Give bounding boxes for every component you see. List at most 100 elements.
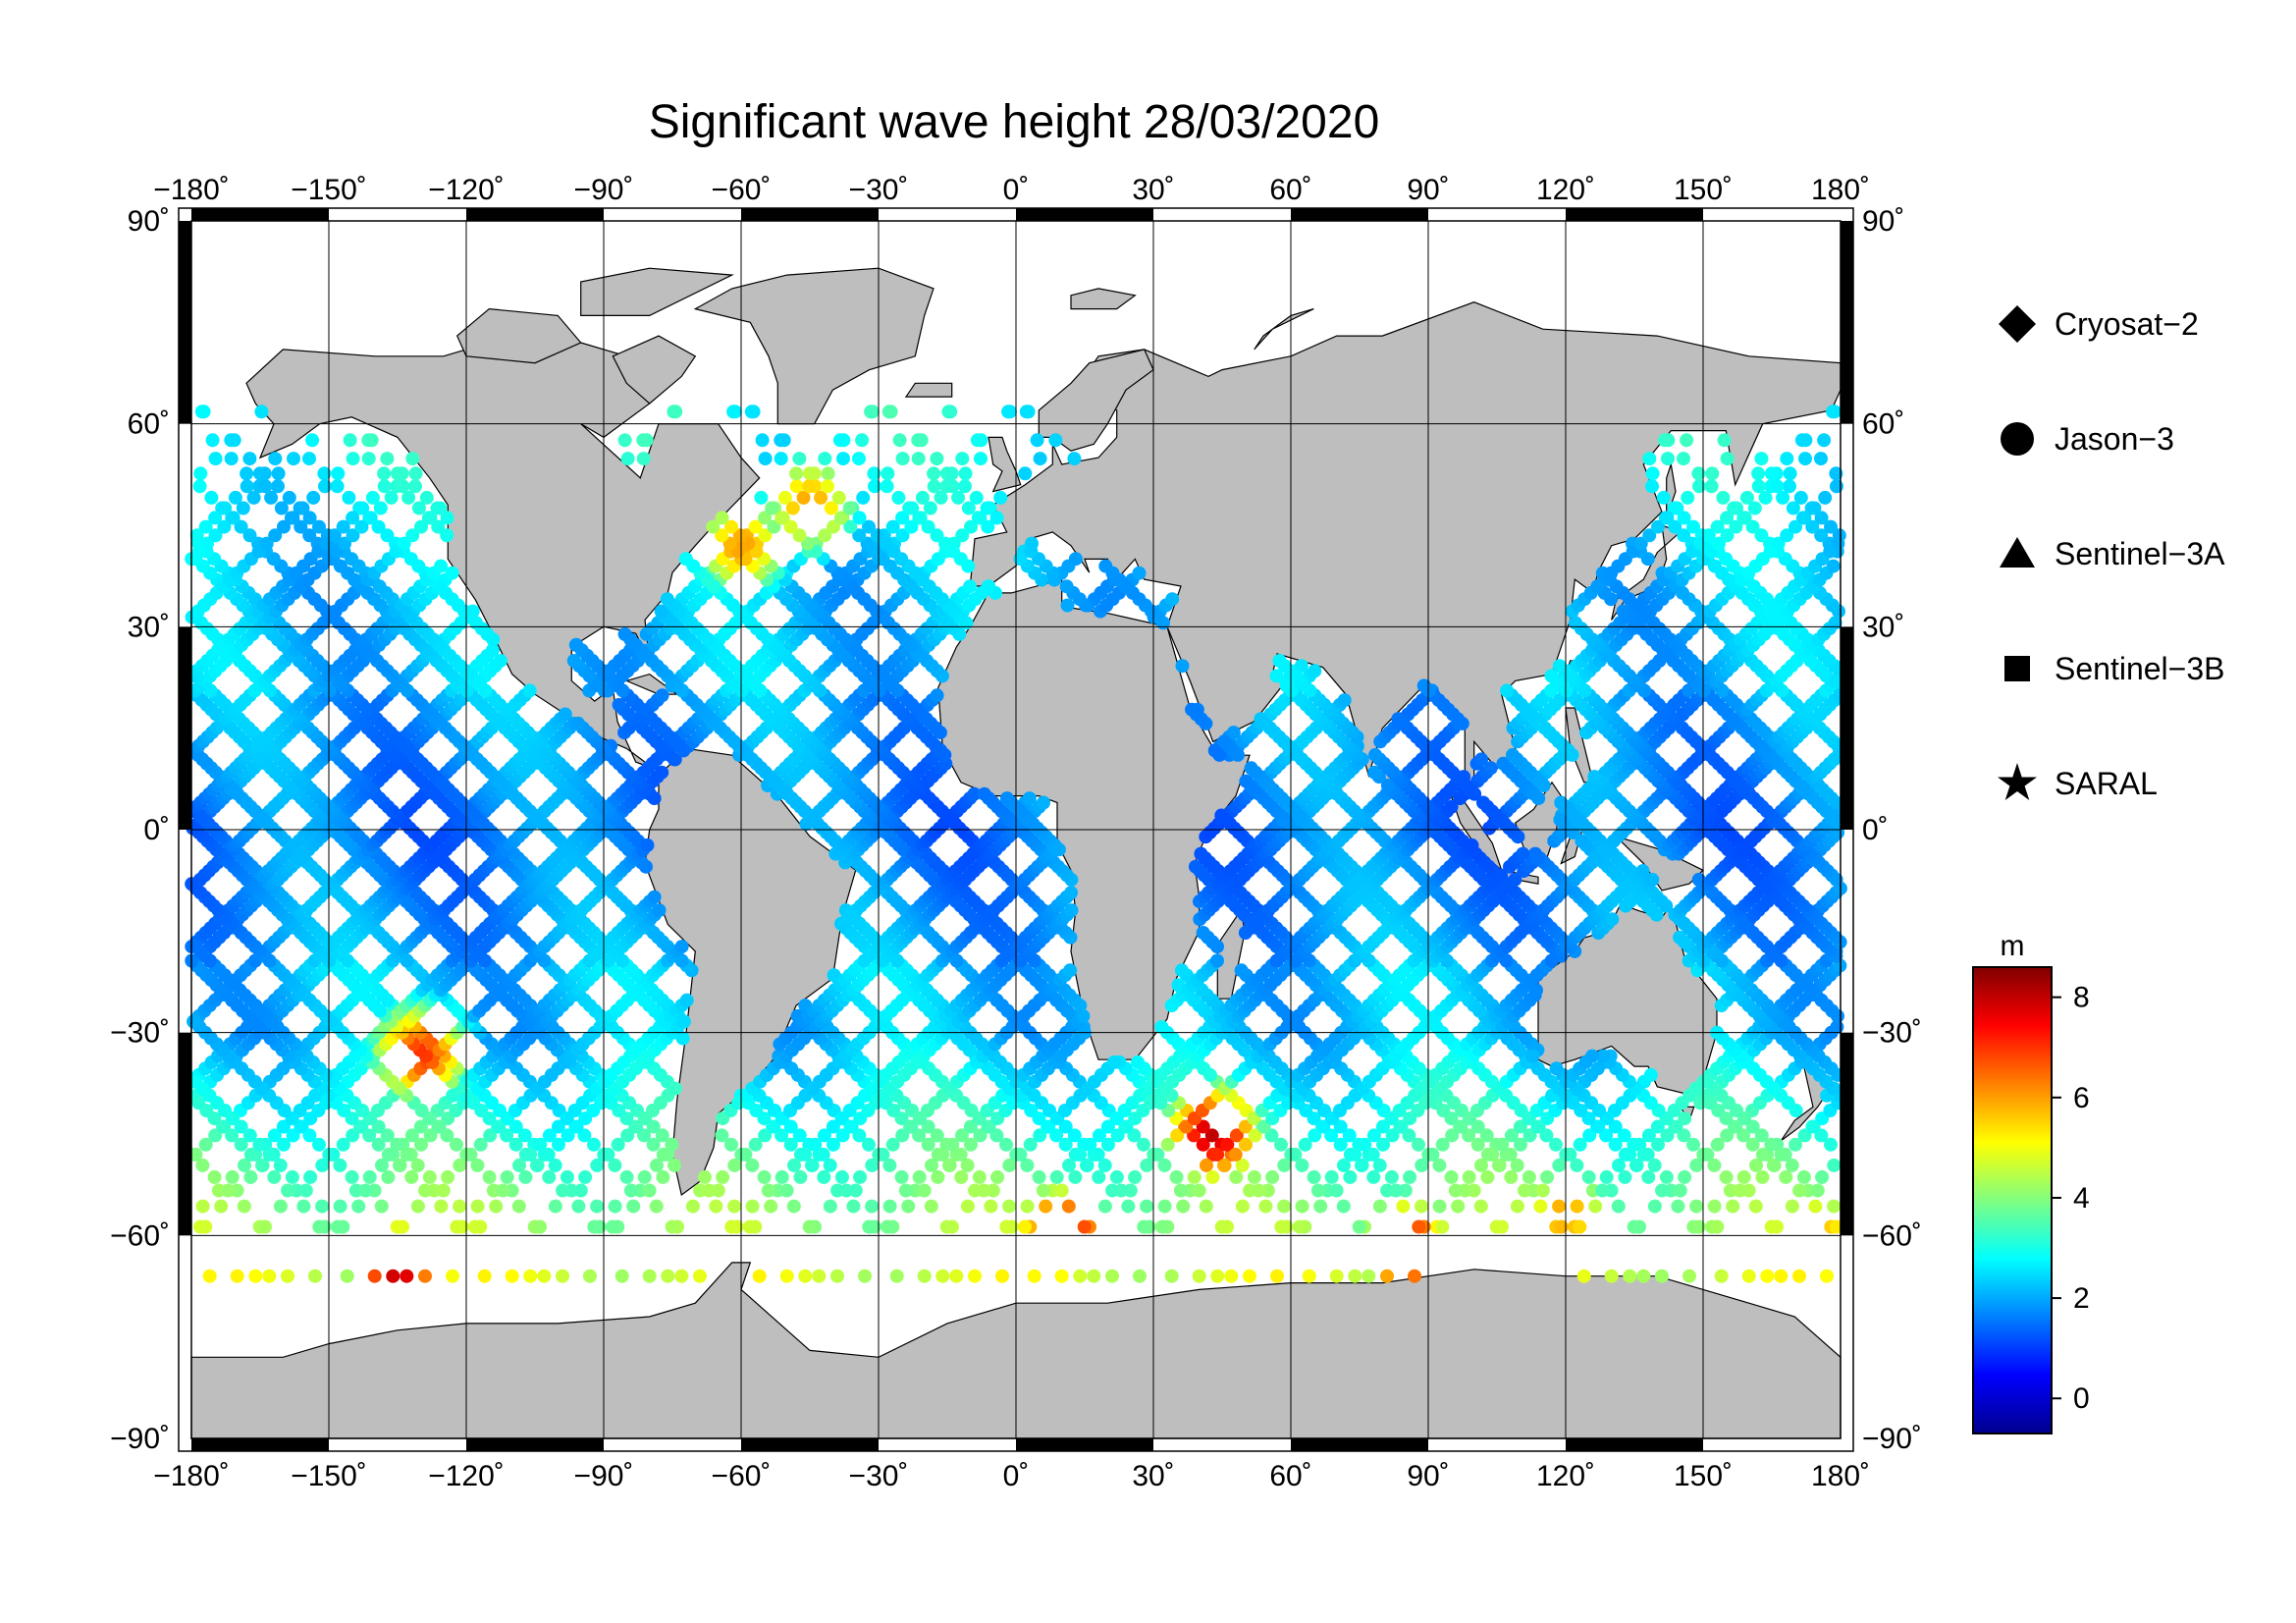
observation-point <box>1514 1137 1527 1152</box>
observation-point <box>1704 479 1719 494</box>
observation-point <box>836 452 850 466</box>
observation-point <box>1814 452 1828 466</box>
observation-point <box>789 479 804 494</box>
observation-point <box>972 1169 987 1184</box>
observation-point <box>1337 693 1352 708</box>
observation-point <box>636 452 651 466</box>
observation-point <box>1678 1169 1692 1184</box>
observation-point <box>619 1169 634 1184</box>
observation-point <box>995 1269 1009 1283</box>
land-ellesmere <box>580 267 734 316</box>
observation-point <box>1754 528 1769 543</box>
observation-point <box>1581 1169 1596 1184</box>
observation-point <box>1611 1199 1626 1214</box>
observation-point <box>807 466 822 481</box>
observation-point <box>646 1137 661 1152</box>
observation-point <box>1059 579 1074 594</box>
observation-point <box>930 688 944 703</box>
observation-point <box>805 1158 820 1172</box>
observation-point <box>912 511 927 525</box>
observation-point <box>1192 1269 1206 1283</box>
observation-point <box>931 1169 945 1184</box>
observation-point <box>1673 1183 1687 1198</box>
observation-point <box>1024 544 1039 559</box>
observation-point <box>779 1183 794 1198</box>
observation-point <box>1783 479 1796 494</box>
observation-point <box>1733 1183 1747 1198</box>
observation-point <box>727 1199 742 1214</box>
observation-point <box>655 765 669 780</box>
observation-point <box>924 1199 938 1214</box>
observation-point <box>243 1169 258 1184</box>
observation-point <box>1277 1199 1292 1214</box>
observation-point <box>930 452 944 466</box>
observation-point <box>927 466 941 481</box>
observation-point <box>485 643 500 658</box>
observation-point <box>655 1128 669 1143</box>
observation-point <box>587 1137 601 1152</box>
observation-point <box>1691 466 1706 481</box>
observation-point <box>1435 1219 1450 1234</box>
observation-point <box>715 511 729 525</box>
observation-point <box>1710 1137 1725 1152</box>
observation-point <box>889 1269 904 1283</box>
observation-point <box>1033 452 1047 466</box>
observation-point <box>419 490 434 505</box>
observation-point <box>590 1158 605 1172</box>
observation-point <box>726 405 741 419</box>
observation-point <box>1774 1269 1789 1283</box>
chart-title: Significant wave height 28/03/2020 <box>649 96 1380 148</box>
observation-point <box>271 479 285 494</box>
observation-point <box>911 452 926 466</box>
observation-point <box>330 479 345 494</box>
observation-point <box>1815 1169 1830 1184</box>
observation-point <box>802 479 817 494</box>
observation-point <box>1632 1219 1646 1234</box>
observation-point <box>999 791 1014 806</box>
observation-point <box>1131 1055 1145 1069</box>
observation-point <box>477 1269 492 1283</box>
observation-point <box>1717 433 1732 448</box>
observation-point <box>1552 1158 1567 1172</box>
observation-point <box>1018 466 1033 481</box>
observation-point <box>1244 761 1258 776</box>
observation-point <box>758 511 773 525</box>
observation-point <box>1793 490 1808 505</box>
observation-point <box>839 1183 854 1198</box>
observation-point <box>380 452 395 466</box>
observation-point <box>984 1199 998 1214</box>
observation-point <box>727 1158 742 1172</box>
observation-point <box>901 1199 916 1214</box>
observation-point <box>1210 953 1224 968</box>
observation-point <box>980 501 994 515</box>
observation-point <box>1573 1219 1587 1234</box>
observation-point <box>1655 1183 1670 1198</box>
observation-point <box>1618 1169 1632 1184</box>
observation-point <box>1636 1269 1651 1283</box>
observation-point <box>748 519 763 534</box>
observation-point <box>262 1269 277 1283</box>
observation-point <box>1745 519 1760 534</box>
observation-point <box>1651 1137 1665 1152</box>
observation-point <box>204 490 219 505</box>
observation-point <box>665 1219 679 1234</box>
observation-point <box>912 1169 927 1184</box>
observation-point <box>954 1169 969 1184</box>
observation-point <box>917 1183 932 1198</box>
observation-point <box>650 1158 664 1172</box>
observation-point <box>715 1128 729 1143</box>
observation-point <box>608 1199 622 1214</box>
observation-point <box>990 1169 1005 1184</box>
observation-point <box>711 1183 725 1198</box>
observation-point <box>852 511 867 525</box>
observation-point <box>640 838 655 852</box>
observation-point <box>1612 1158 1626 1172</box>
observation-point <box>862 1219 877 1234</box>
observation-point <box>1504 1169 1519 1184</box>
observation-point <box>654 604 668 619</box>
observation-point <box>652 903 667 918</box>
observation-point <box>1680 433 1694 448</box>
observation-point <box>1229 1169 1244 1184</box>
observation-point <box>302 452 316 466</box>
observation-point <box>273 1199 288 1214</box>
